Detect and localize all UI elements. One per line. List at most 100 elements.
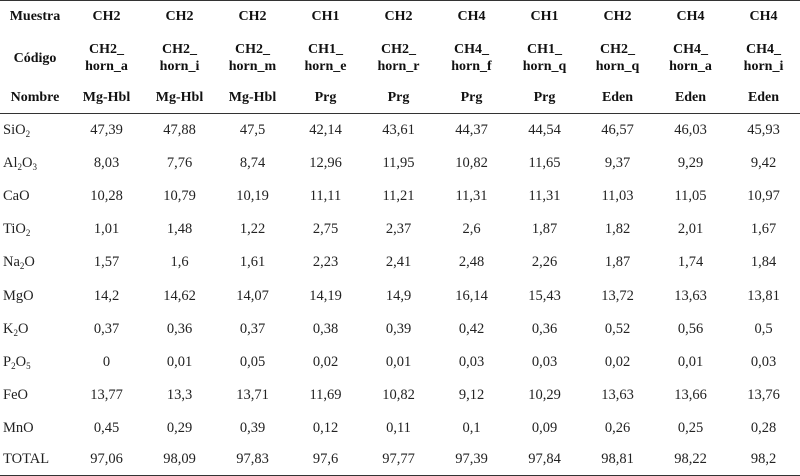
oxide-label: TOTAL (0, 444, 70, 476)
table-row: P2O5 0 0,01 0,05 0,02 0,01 0,03 0,03 0,02 0,01 0,0… (0, 346, 800, 379)
value-cell: 13,3 (166, 386, 193, 403)
table-row: CaO 10,28 10,79 10,19 11,11 11,21 11,31 11,31 11… (0, 180, 800, 213)
value-cell: 14,62 (163, 287, 196, 304)
header-codigo-cell: CH4_ horn_i (727, 33, 800, 83)
value-cell: 0,5 (754, 320, 773, 337)
table-body: SiO2 47,39 47,88 47,5 42,14 43,61 44,37 44,54 46… (0, 114, 800, 476)
value-cell: 8,03 (93, 155, 120, 172)
value-cell: 0,39 (385, 320, 412, 337)
value-cell: 1,74 (677, 254, 704, 271)
value-cell: 1,87 (604, 254, 631, 271)
oxide-label: SiO2 (0, 114, 70, 148)
value-cell: 9,37 (604, 155, 631, 172)
value-cell: 97,06 (70, 444, 143, 476)
value-cell: 12,96 (309, 155, 342, 172)
value-cell: 10,28 (90, 188, 123, 205)
oxide-label-subscript: 2 (25, 129, 31, 140)
oxide-label-part: Al (3, 155, 18, 172)
value-cell: 47,5 (239, 122, 266, 139)
header-nombre-cell: Eden (654, 83, 727, 114)
oxide-label-part: P (3, 353, 12, 370)
oxide-label: CaO (0, 180, 70, 213)
oxide-label-subscript: 2 (19, 261, 25, 272)
oxide-label-subscript: 3 (32, 162, 37, 173)
oxide-label-part: TiO (3, 221, 26, 238)
table-header: Muestra CH2 CH2 CH2 CH1 CH2 CH4 CH1 CH2 CH4 CH4 C… (0, 0, 800, 114)
header-nombre-cell: Prg (435, 83, 508, 114)
header-muestra-cell: CH2 (581, 0, 654, 33)
oxide-label-part: K (3, 320, 14, 337)
value-cell: 11,11 (309, 188, 342, 205)
value-cell: 10,29 (528, 386, 561, 403)
header-codigo-cell: CH2_ horn_r (362, 33, 435, 83)
header-muestra-cell: CH2 (70, 0, 143, 33)
table-row: TOTAL 97,06 98,09 97,83 97,6 97,77 97,39 97,84 9… (0, 444, 800, 476)
header-muestra-cell: CH4 (727, 0, 800, 33)
value-cell: 2,23 (312, 254, 339, 271)
header-muestra-cell: CH1 (289, 0, 362, 33)
oxide-label: K2O (0, 313, 70, 346)
codigo-line-1: CH2_ (89, 42, 124, 57)
codigo-line-1: CH2_ (235, 42, 270, 57)
value-cell: 98,22 (654, 444, 727, 476)
oxide-label: Na2O (0, 246, 70, 279)
value-cell: 1,67 (750, 221, 777, 238)
codigo-line-1: CH2_ (381, 42, 416, 57)
header-muestra-cell: CH4 (435, 0, 508, 33)
value-cell: 11,21 (382, 188, 415, 205)
oxide-label-subscript: 2 (25, 228, 31, 239)
value-cell: 15,43 (528, 287, 561, 304)
table-row: Al2O3 8,03 7,76 8,74 12,96 11,95 10,82 11,65 9,3… (0, 147, 800, 180)
table-row: TiO2 1,01 1,48 1,22 2,75 2,37 2,6 1,87 1,82 2,01 1… (0, 213, 800, 246)
value-cell: 8,74 (239, 155, 266, 172)
codigo-line-1: CH1_ (527, 42, 562, 57)
value-cell: 45,93 (747, 122, 780, 139)
codigo-line-2: horn_a (85, 59, 128, 74)
oxide-label-part: O (22, 155, 33, 172)
value-cell: 10,79 (163, 188, 196, 205)
value-cell: 2,37 (385, 221, 412, 238)
value-cell: 1,84 (750, 254, 777, 271)
value-cell: 43,61 (382, 122, 415, 139)
value-cell: 1,6 (170, 254, 189, 271)
header-codigo-cell: CH1_ horn_e (289, 33, 362, 83)
codigo-line-2: horn_r (377, 59, 420, 74)
value-cell: 0,01 (385, 353, 412, 370)
value-cell: 14,2 (93, 287, 120, 304)
header-codigo-cell: CH2_ horn_i (143, 33, 216, 83)
value-cell: 1,01 (93, 221, 120, 238)
header-row-nombre: Nombre Mg-Hbl Mg-Hbl Mg-Hbl Prg Prg Prg Prg Ede… (0, 83, 800, 114)
value-cell: 0,02 (312, 353, 339, 370)
header-nombre-cell: Eden (581, 83, 654, 114)
oxide-label-part: MgO (3, 287, 34, 304)
header-label-nombre: Nombre (0, 83, 70, 114)
value-cell: 1,57 (93, 254, 120, 271)
header-muestra-cell: CH2 (362, 0, 435, 33)
value-cell: 0,28 (750, 419, 777, 436)
table-row: SiO2 47,39 47,88 47,5 42,14 43,61 44,37 44,54 46… (0, 114, 800, 148)
value-cell: 14,19 (309, 287, 342, 304)
value-cell: 0,36 (531, 320, 558, 337)
value-cell: 97,39 (435, 444, 508, 476)
oxide-label-subscript: 2 (17, 162, 23, 173)
value-cell: 46,03 (674, 122, 707, 139)
value-cell: 16,14 (455, 287, 488, 304)
value-cell: 0,56 (677, 320, 704, 337)
value-cell: 0,52 (604, 320, 631, 337)
value-cell: 11,03 (601, 188, 634, 205)
oxide-label-part: TOTAL (3, 451, 50, 468)
value-cell: 0,01 (677, 353, 704, 370)
oxide-label: FeO (0, 379, 70, 412)
value-cell: 0,25 (677, 419, 704, 436)
value-cell: 1,22 (239, 221, 266, 238)
oxide-label: P2O5 (0, 346, 70, 379)
value-cell: 1,48 (166, 221, 193, 238)
value-cell: 2,01 (677, 221, 704, 238)
value-cell: 44,37 (455, 122, 488, 139)
value-cell: 47,88 (163, 122, 196, 139)
oxide-label-subscript: 5 (26, 360, 31, 371)
header-muestra-cell: CH2 (143, 0, 216, 33)
value-cell: 10,82 (455, 155, 488, 172)
value-cell: 1,87 (531, 221, 558, 238)
value-cell: 0,09 (531, 419, 558, 436)
